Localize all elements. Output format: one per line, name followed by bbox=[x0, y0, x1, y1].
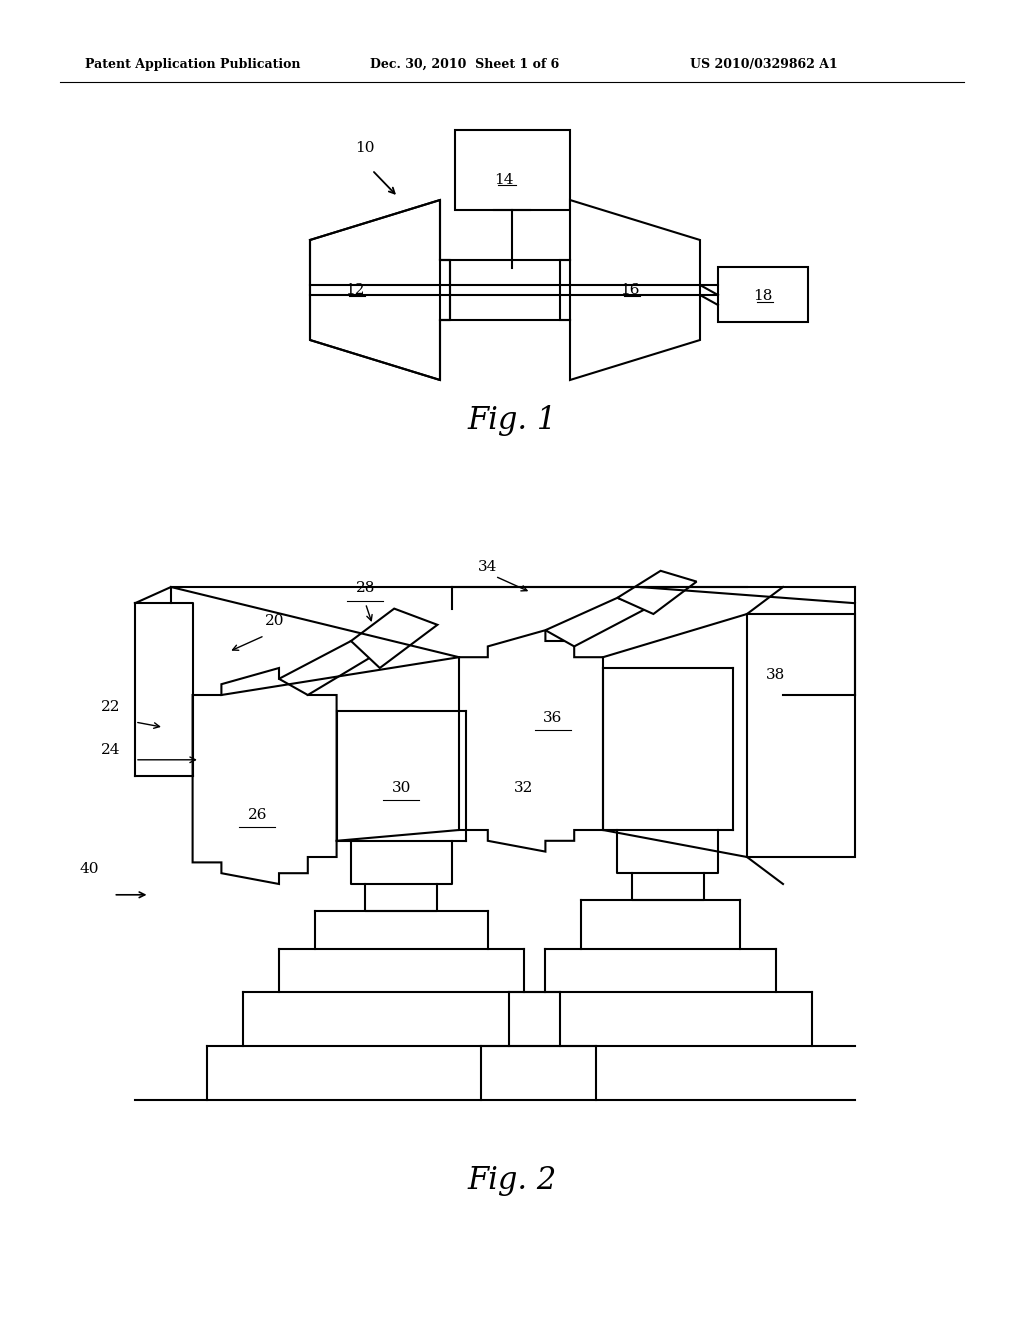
Polygon shape bbox=[560, 201, 700, 380]
Text: 18: 18 bbox=[754, 289, 773, 304]
Text: 16: 16 bbox=[621, 282, 640, 297]
Polygon shape bbox=[310, 201, 450, 380]
Text: 36: 36 bbox=[543, 711, 562, 725]
Text: US 2010/0329862 A1: US 2010/0329862 A1 bbox=[690, 58, 838, 71]
Text: 28: 28 bbox=[355, 581, 375, 595]
Polygon shape bbox=[546, 598, 646, 647]
Text: 10: 10 bbox=[355, 141, 375, 154]
Text: Dec. 30, 2010  Sheet 1 of 6: Dec. 30, 2010 Sheet 1 of 6 bbox=[370, 58, 559, 71]
Polygon shape bbox=[193, 668, 337, 884]
Text: 40: 40 bbox=[80, 862, 99, 876]
Text: 20: 20 bbox=[264, 614, 284, 628]
Polygon shape bbox=[279, 642, 380, 696]
Text: Fig. 2: Fig. 2 bbox=[467, 1164, 557, 1196]
Polygon shape bbox=[351, 609, 437, 668]
Polygon shape bbox=[746, 614, 855, 857]
Bar bbox=[455, 129, 570, 210]
Polygon shape bbox=[617, 570, 696, 614]
Text: 12: 12 bbox=[345, 282, 365, 297]
Text: 38: 38 bbox=[766, 668, 785, 682]
Polygon shape bbox=[459, 630, 603, 851]
Text: 30: 30 bbox=[392, 781, 411, 795]
Text: Fig. 1: Fig. 1 bbox=[467, 404, 557, 436]
Text: 24: 24 bbox=[101, 743, 121, 758]
Text: 34: 34 bbox=[478, 560, 498, 574]
Text: 22: 22 bbox=[101, 700, 121, 714]
Bar bbox=[718, 267, 808, 322]
Text: Patent Application Publication: Patent Application Publication bbox=[85, 58, 300, 71]
Text: 32: 32 bbox=[514, 781, 534, 795]
Text: 14: 14 bbox=[495, 173, 514, 187]
Text: 26: 26 bbox=[248, 808, 267, 822]
